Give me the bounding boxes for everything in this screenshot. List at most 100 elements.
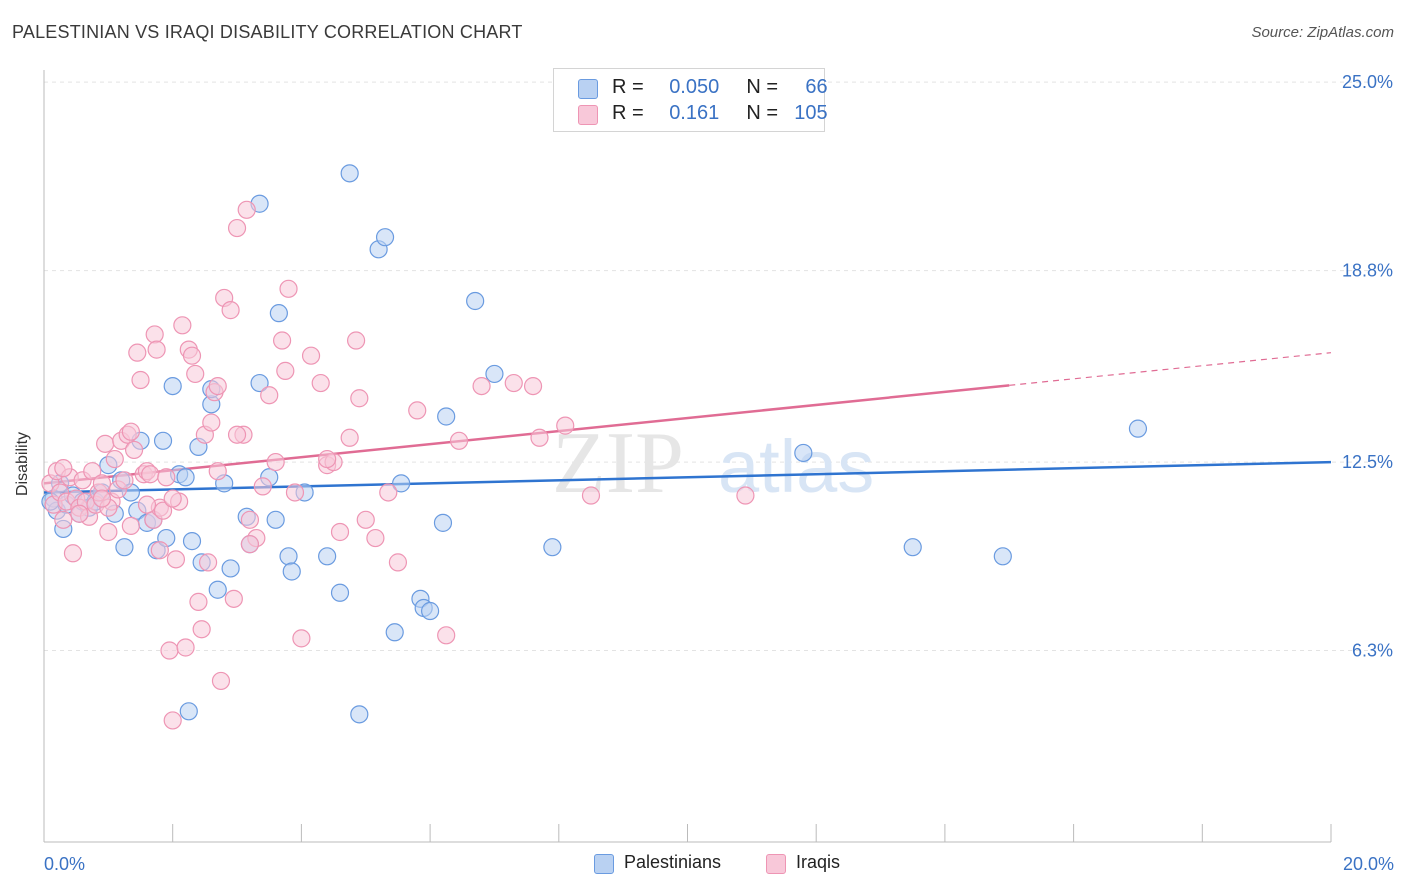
point-palestinians-54	[433, 513, 453, 532]
point-iraqis-33	[145, 325, 164, 344]
point-palestinians-46	[350, 705, 369, 724]
point-iraqis-87	[523, 376, 543, 396]
point-iraqis-16	[92, 474, 112, 493]
point-palestinians-41	[282, 562, 301, 581]
point-palestinians-55	[437, 407, 456, 426]
y-tick-label-2: 12.5%	[1342, 452, 1393, 472]
point-palestinians-22	[163, 376, 182, 396]
point-iraqis-103	[208, 462, 227, 481]
point-palestinians-50	[392, 474, 411, 493]
point-iraqis-54	[211, 671, 231, 691]
point-iraqis-59	[237, 200, 256, 219]
point-iraqis-80	[379, 483, 398, 502]
grid-lines	[44, 81, 1370, 652]
point-iraqis-98	[121, 516, 140, 536]
point-iraqis-69	[292, 629, 311, 648]
point-iraqis-4	[54, 510, 73, 529]
point-iraqis-7	[63, 544, 83, 563]
point-palestinians-25	[182, 532, 202, 551]
point-palestinians-62	[1128, 419, 1148, 438]
point-iraqis-62	[253, 477, 272, 496]
point-iraqis-45	[182, 346, 202, 365]
point-iraqis-53	[208, 376, 227, 396]
point-iraqis-65	[272, 331, 292, 350]
point-iraqis-77	[350, 389, 369, 408]
point-iraqis-94	[150, 541, 169, 560]
point-iraqis-47	[189, 592, 208, 611]
point-iraqis-74	[330, 522, 350, 542]
r-value: 0.050	[669, 76, 720, 98]
point-palestinians-57	[485, 364, 504, 384]
legend-label-iraqis: Iraqis	[796, 852, 841, 872]
point-iraqis-48	[192, 620, 211, 639]
point-iraqis-76	[346, 331, 366, 350]
point-iraqis-56	[221, 301, 240, 320]
point-iraqis-34	[147, 340, 166, 359]
point-palestinians-38	[266, 510, 285, 529]
point-iraqis-102	[137, 495, 157, 514]
r-value: 0.161	[669, 102, 720, 124]
point-iraqis-42	[173, 316, 192, 335]
watermark-zip: ZIP	[552, 415, 684, 512]
correlation-legend: R = 0.050 N = 66 R = 0.161 N = 105	[553, 68, 828, 132]
point-palestinians-60	[903, 538, 922, 557]
point-iraqis-27	[128, 343, 147, 362]
axes	[43, 70, 1332, 843]
point-iraqis-84	[449, 431, 469, 450]
point-iraqis-36	[153, 501, 173, 520]
point-palestinians-49	[385, 623, 404, 642]
point-iraqis-86	[504, 373, 523, 393]
n-label: N =	[746, 76, 779, 98]
point-iraqis-50	[198, 553, 218, 572]
y-tick-label-3: 6.3%	[1352, 641, 1393, 661]
x-tick-label-0: 0.0%	[44, 854, 85, 874]
point-iraqis-64	[266, 452, 285, 472]
point-palestinians-13	[115, 538, 134, 557]
point-iraqis-85	[472, 376, 491, 396]
legend-swatch-iraqis	[578, 105, 598, 125]
point-iraqis-70	[301, 346, 321, 365]
trend-line-palestinians	[43, 460, 1332, 494]
chart-title: PALESTINIAN VS IRAQI DISABILITY CORRELAT…	[12, 22, 523, 42]
tick-labels: 25.0% 18.8% 12.5% 6.3% 0.0% 20.0%	[44, 72, 1394, 874]
point-iraqis-25	[121, 422, 140, 441]
legend-label-palestinians: Palestinians	[624, 852, 722, 872]
point-iraqis-63	[260, 386, 279, 405]
point-palestinians-39	[269, 304, 288, 323]
trend-line-iraqis-extension	[1009, 352, 1332, 386]
source-label: Source: ZipAtlas.com	[1251, 24, 1394, 41]
point-palestinians-58	[543, 538, 562, 557]
y-tick-label-1: 18.8%	[1342, 261, 1393, 281]
point-iraqis-68	[285, 483, 305, 502]
data-points	[41, 164, 1148, 730]
point-iraqis-13	[83, 462, 102, 481]
point-palestinians-45	[340, 164, 359, 183]
r-label: R =	[612, 102, 644, 124]
point-iraqis-100	[318, 449, 337, 469]
point-palestinians-24	[176, 468, 195, 487]
legend-swatch-iraqis	[766, 854, 786, 874]
point-palestinians-20	[153, 431, 173, 450]
point-palestinians-56	[466, 291, 485, 311]
point-iraqis-37	[157, 468, 176, 487]
r-label: R =	[612, 76, 644, 98]
point-iraqis-81	[388, 553, 408, 572]
point-iraqis-40	[166, 550, 186, 569]
point-iraqis-18	[99, 522, 118, 542]
point-iraqis-93	[70, 504, 89, 523]
point-palestinians-59	[794, 443, 813, 463]
y-axis-label: Disability	[14, 431, 31, 496]
point-iraqis-99	[54, 459, 73, 478]
point-palestinians-43	[318, 547, 337, 566]
n-label: N =	[746, 102, 779, 124]
point-iraqis-23	[115, 471, 134, 490]
point-iraqis-28	[131, 370, 150, 390]
point-palestinians-40	[279, 547, 298, 566]
point-iraqis-101	[92, 489, 112, 508]
point-palestinians-61	[993, 547, 1012, 566]
point-iraqis-82	[408, 401, 427, 420]
point-iraqis-75	[340, 428, 359, 447]
point-iraqis-46	[186, 364, 205, 384]
point-palestinians-44	[330, 583, 350, 602]
